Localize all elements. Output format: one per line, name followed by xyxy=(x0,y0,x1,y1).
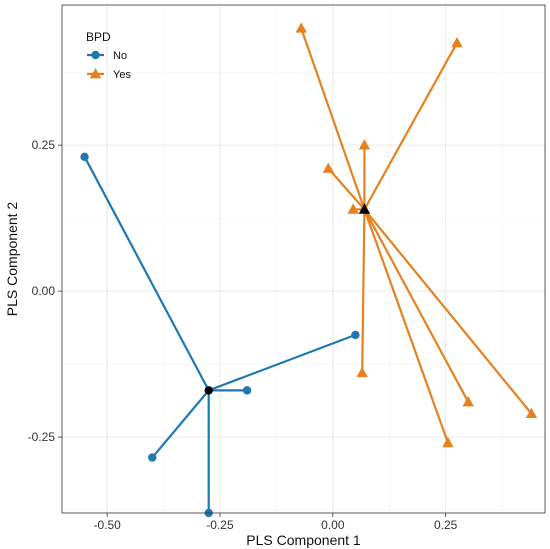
connector-line-no xyxy=(208,333,356,392)
y-axis-ticks: -0.25 0.00 0.25 xyxy=(28,138,62,444)
plot-panel-border xyxy=(61,4,546,514)
x-tick-label: 0.25 xyxy=(434,518,458,532)
legend-label-yes: Yes xyxy=(113,69,131,81)
centroid-no xyxy=(204,386,213,395)
point-yes xyxy=(358,139,371,150)
point-no xyxy=(351,330,360,340)
x-tick-label: -0.50 xyxy=(93,518,121,532)
grid xyxy=(62,5,545,513)
legend: BPD No Yes xyxy=(86,30,131,81)
legend-items: No Yes xyxy=(87,50,131,81)
connector-line-yes xyxy=(300,27,366,210)
x-axis-title: PLS Component 1 xyxy=(246,532,361,548)
x-tick-label: -0.25 xyxy=(206,518,234,532)
connector-line-no xyxy=(83,156,210,391)
connector-line-yes xyxy=(363,208,470,403)
legend-key-marker-no xyxy=(91,50,100,60)
data-points xyxy=(80,22,538,518)
group-centroids xyxy=(204,203,371,395)
point-no xyxy=(80,152,89,162)
x-tick-label: 0.00 xyxy=(321,518,345,532)
connector-line-yes xyxy=(363,208,533,415)
connector-line-yes xyxy=(363,42,458,210)
connector-line-yes xyxy=(363,208,449,444)
y-tick-label: 0.25 xyxy=(32,138,56,152)
y-axis-title: PLS Component 2 xyxy=(4,202,20,317)
point-no xyxy=(242,386,252,395)
point-yes xyxy=(462,396,474,407)
centroid-connector-lines xyxy=(83,27,533,513)
legend-title: BPD xyxy=(86,30,111,44)
connector-line-yes xyxy=(327,167,366,211)
point-yes xyxy=(525,407,538,419)
y-tick-label: -0.25 xyxy=(28,430,56,444)
point-yes xyxy=(322,162,335,173)
point-yes xyxy=(442,436,454,448)
x-axis-ticks: -0.50 -0.25 0.00 0.25 xyxy=(93,513,458,532)
y-tick-label: 0.00 xyxy=(32,284,56,298)
connector-line-yes xyxy=(361,209,366,373)
point-yes xyxy=(295,22,307,33)
point-yes xyxy=(451,36,463,48)
legend-label-no: No xyxy=(113,50,127,62)
connector-line-no xyxy=(151,389,210,459)
point-yes xyxy=(347,203,359,214)
legend-key-marker-yes xyxy=(89,68,102,79)
point-yes xyxy=(356,366,368,378)
point-no xyxy=(148,453,157,462)
centroid-yes xyxy=(358,203,371,214)
